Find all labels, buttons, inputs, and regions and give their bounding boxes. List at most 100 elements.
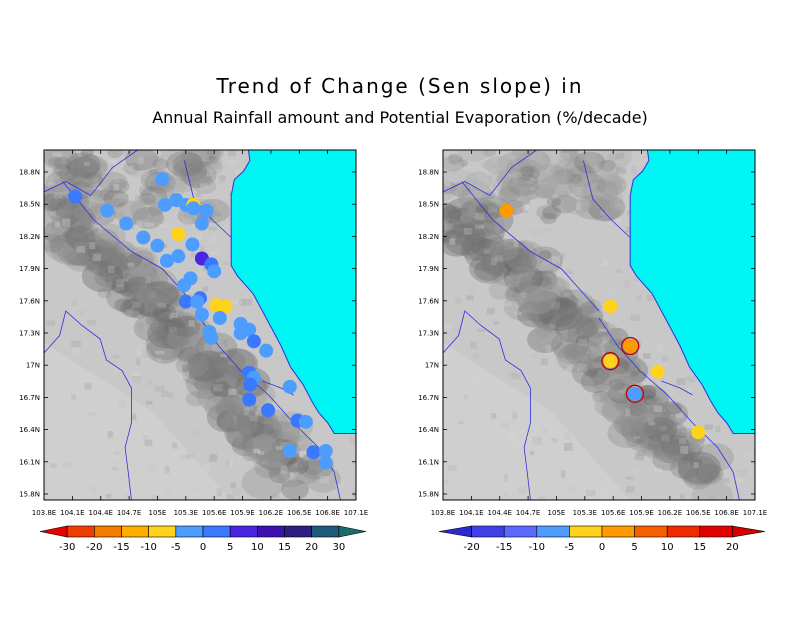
y-tick-label: 15.8N (19, 491, 40, 499)
x-tick-label: 105E (548, 509, 566, 517)
colorbar-segment (229, 525, 258, 538)
colorbar-segment (601, 525, 635, 538)
y-tick-label: 17.6N (19, 297, 40, 305)
significance-ring (621, 336, 640, 356)
station-point (207, 264, 222, 279)
y-tick-label: 18.5N (418, 201, 439, 209)
left-map-panel: 18.8N 18.5N 18.2N 17.9N 17.6N 17.3N 17N 16.7N 16… (19, 149, 368, 553)
colorbar-segment (202, 525, 231, 538)
river-line (443, 150, 537, 197)
x-tick-label: 105E (149, 509, 167, 517)
station-point (178, 294, 193, 309)
river-line (62, 181, 201, 312)
station-point (204, 330, 219, 345)
station-point (159, 253, 174, 268)
station-point (218, 299, 233, 314)
station-point (691, 425, 706, 440)
colorbar-label: 0 (599, 542, 605, 553)
colorbar-segment (94, 525, 122, 538)
station-point (171, 249, 186, 264)
station-point (603, 299, 618, 314)
y-tick-label: 17.3N (418, 330, 439, 338)
colorbar-label: -15 (113, 542, 129, 553)
station-point (298, 414, 313, 429)
colorbar-label: 5 (631, 542, 637, 553)
station-point (650, 364, 665, 379)
y-tick-label: 17.6N (418, 297, 439, 305)
station-point (499, 203, 514, 218)
station-point (318, 455, 333, 470)
colorbar-segment (175, 525, 204, 538)
y-tick-label: 18.5N (19, 201, 40, 209)
colorbar-segment (311, 525, 340, 538)
y-tick-label: 16.1N (418, 458, 439, 466)
station-point (119, 216, 134, 231)
x-tick-label: 105.6E (202, 509, 226, 517)
colorbar-segment (634, 525, 668, 538)
station-point (243, 377, 258, 392)
station-point (190, 294, 205, 309)
colorbar-segment (121, 525, 149, 538)
colorbar-segment (699, 525, 733, 538)
y-tick-label: 17N (26, 362, 40, 370)
colorbar-label: -20 (86, 542, 102, 553)
colorbar-label: 0 (200, 542, 206, 553)
x-tick-label: 107.1E (743, 509, 767, 517)
station-point (158, 197, 173, 212)
station-point (136, 230, 151, 245)
river-line (583, 160, 631, 238)
x-tick-label: 105.9E (230, 509, 254, 517)
colorbar-label: 30 (332, 542, 345, 553)
chart-subtitle: Annual Rainfall amount and Potential Eva… (152, 108, 648, 127)
station-point (185, 237, 200, 252)
x-tick-label: 106.8E (315, 509, 339, 517)
colorbar-arrow-left (39, 525, 68, 538)
y-tick-label: 16.4N (19, 426, 40, 434)
colorbar-label: 15 (693, 542, 706, 553)
x-tick-label: 104.4E (487, 509, 511, 517)
x-tick-label: 107.1E (344, 509, 368, 517)
x-tick-label: 106.2E (259, 509, 283, 517)
colorbar-segment (536, 525, 570, 538)
x-tick-label: 105.6E (601, 509, 625, 517)
y-tick-label: 16.7N (418, 394, 439, 402)
x-tick-label: 105.9E (629, 509, 653, 517)
station-point (194, 216, 209, 231)
significance-ring (601, 352, 620, 371)
colorbar-segment (471, 525, 505, 538)
station-point (186, 201, 201, 216)
station-point (242, 392, 257, 407)
map-frame (43, 149, 357, 501)
x-tick-label: 106.5E (287, 509, 311, 517)
station-point (627, 386, 642, 401)
station-point (259, 343, 274, 358)
colorbar-segment (569, 525, 603, 538)
y-tick-label: 17.9N (19, 265, 40, 273)
coastline (629, 150, 755, 434)
station-point (100, 203, 115, 218)
colorbar-label: -20 (463, 542, 479, 553)
colorbar-label: -10 (529, 542, 545, 553)
y-tick-label: 17N (425, 362, 439, 370)
x-tick-label: 103.8E (32, 509, 56, 517)
colorbar-label: 10 (661, 542, 674, 553)
station-point (233, 326, 248, 341)
station-point (68, 189, 83, 204)
station-point (176, 278, 191, 293)
colorbar-arrow-left (438, 525, 472, 538)
x-tick-label: 106.2E (658, 509, 682, 517)
station-point (318, 444, 333, 458)
y-tick-label: 18.2N (418, 233, 439, 241)
y-tick-label: 17.9N (418, 265, 439, 273)
station-point (282, 379, 297, 394)
x-tick-label: 106.8E (714, 509, 738, 517)
station-point (155, 172, 170, 187)
y-tick-label: 18.2N (19, 233, 40, 241)
station-point (150, 238, 165, 253)
colorbar-segment (503, 525, 538, 538)
colorbar-label: -5 (171, 542, 181, 553)
map-frame (442, 149, 756, 501)
x-tick-label: 104.1E (459, 509, 483, 517)
x-tick-label: 105.3E (573, 509, 597, 517)
